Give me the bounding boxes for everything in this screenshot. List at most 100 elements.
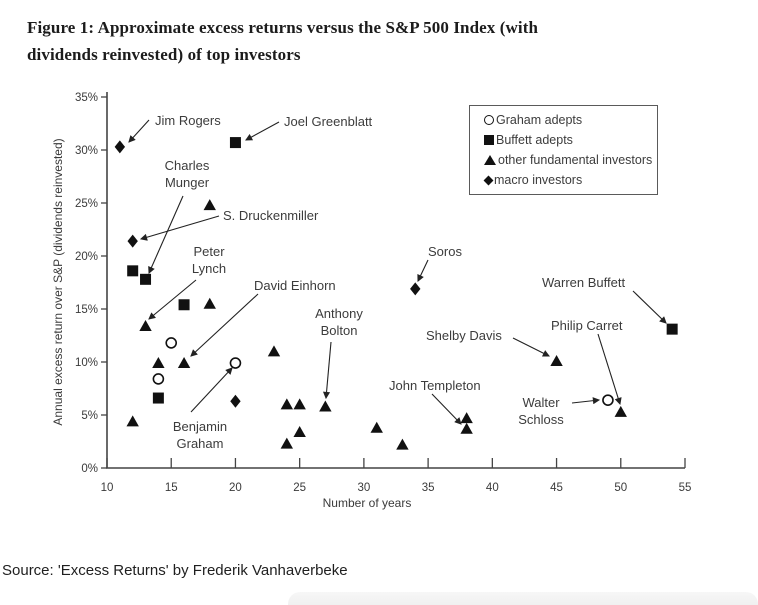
point-jim-rogers <box>114 140 126 154</box>
point-benjamin-graham <box>229 357 242 369</box>
filled-diamond-icon <box>483 175 494 185</box>
annotation-benjamin-graham: Benjamin Graham <box>173 367 233 451</box>
annotation-arrow <box>245 121 280 141</box>
annotation-label: Bolton <box>321 323 358 338</box>
annotation-anthony-bolton: Anthony Bolton <box>315 306 363 400</box>
annotation-philip-carret: Philip Carret <box>551 318 623 406</box>
point-graham-adepts <box>165 337 178 349</box>
annotation-arrow <box>512 337 550 357</box>
chart-legend: Graham adepts Buffett adepts other funda… <box>469 105 658 195</box>
series-other-fundamental-investors <box>126 199 627 450</box>
annotation-label: Warren Buffett <box>542 275 625 290</box>
annotation-label: S. Druckenmiller <box>223 208 319 223</box>
point-graham-adepts <box>152 373 165 385</box>
point-shelby-davis <box>550 354 563 366</box>
annotation-warren-buffett: Warren Buffett <box>542 275 667 324</box>
annotation-label: Peter <box>193 244 225 259</box>
annotation-arrow <box>322 341 332 400</box>
annotation-label: Anthony <box>315 306 363 321</box>
point-warren-buffett <box>666 323 678 335</box>
annotation-label: Walter <box>522 395 560 410</box>
x-tick-label: 30 <box>357 482 370 494</box>
x-tick-label: 45 <box>550 482 563 494</box>
legend-label: Buffett adepts <box>496 133 573 147</box>
annotation-arrow <box>190 293 259 357</box>
source-caption: Source: 'Excess Returns' by Frederik Van… <box>2 562 348 579</box>
point-other-fundamental-investors <box>370 421 383 433</box>
x-tick-label: 50 <box>614 482 627 494</box>
annotation-arrow <box>597 333 622 406</box>
annotation-label: Lynch <box>192 261 226 276</box>
y-tick-label: 25% <box>75 198 98 210</box>
point-joel-greenblatt <box>229 137 241 149</box>
annotation-label: Jim Rogers <box>155 113 221 128</box>
point-anthony-bolton <box>319 400 332 412</box>
point-buffett-adepts <box>127 265 139 277</box>
legend-label: other fundamental investors <box>498 153 653 167</box>
x-tick-label: 25 <box>293 482 306 494</box>
annotation-arrow <box>148 279 197 320</box>
y-tick-label: 15% <box>75 304 98 316</box>
figure-title-line2: dividends reinvested) of top investors <box>27 45 301 64</box>
annotation-label: Graham <box>177 436 224 451</box>
x-axis-title: Number of years <box>323 496 412 510</box>
annotation-arrow <box>148 195 184 274</box>
annotation-arrow <box>139 215 220 241</box>
point-other-fundamental-investors <box>126 415 139 427</box>
point-philip-carret <box>614 405 627 417</box>
legend-item-buffett-adepts: Buffett adepts <box>484 131 657 149</box>
point-other-fundamental-investors <box>293 425 306 437</box>
series-macro-investors <box>114 140 421 408</box>
x-tick-label: 10 <box>101 482 114 494</box>
bottom-panel-edge <box>288 592 758 605</box>
annotation-arrow <box>571 397 601 405</box>
point-david-einhorn <box>177 357 191 369</box>
filled-triangle-icon <box>484 155 496 165</box>
series-graham-adepts <box>152 337 614 406</box>
x-tick-label: 55 <box>679 482 692 494</box>
annotation-label: Benjamin <box>173 419 227 434</box>
x-tick-label: 15 <box>165 482 178 494</box>
annotation-label: Philip Carret <box>551 318 623 333</box>
point-peter-lynch <box>139 319 152 331</box>
annotation-label: Soros <box>428 244 462 259</box>
legend-label: Graham adepts <box>496 113 583 127</box>
point-other-fundamental-investors <box>267 345 281 357</box>
annotation-arrow <box>128 119 150 143</box>
annotation-arrow <box>417 259 429 282</box>
point-other-fundamental-investors <box>280 398 294 410</box>
point-other-fundamental-investors <box>280 437 294 449</box>
point-buffett-adepts <box>152 392 164 404</box>
y-axis-title: Annual excess return over S&P (dividends… <box>51 138 65 425</box>
annotation-label: David Einhorn <box>254 278 336 293</box>
annotation-jim-rogers: Jim Rogers <box>128 113 221 143</box>
x-tick-label: 20 <box>229 482 242 494</box>
legend-item-macro-investors: macro investors <box>483 171 657 189</box>
legend-item-other-fundamental: other fundamental investors <box>484 151 657 169</box>
filled-square-icon <box>484 135 494 145</box>
y-tick-label: 0% <box>81 463 98 475</box>
annotation-label: John Templeton <box>389 378 481 393</box>
annotation-label: Munger <box>165 175 210 190</box>
annotation-charles-munger: Charles Munger <box>148 158 210 274</box>
point-walter-schloss <box>602 394 614 406</box>
point-other-fundamental-investors <box>152 357 165 369</box>
annotation-shelby-davis: Shelby Davis <box>426 328 550 357</box>
point-soros <box>410 282 421 296</box>
annotation-arrow <box>431 393 462 425</box>
annotation-label: Shelby Davis <box>426 328 502 343</box>
point-other-fundamental-investors <box>460 412 473 424</box>
annotation-arrow <box>632 290 667 324</box>
figure-title-line1: Figure 1: Approximate excess returns ver… <box>27 18 539 37</box>
annotation-label: Joel Greenblatt <box>284 114 373 129</box>
point-other-fundamental-investors <box>203 199 216 211</box>
point-john-templeton <box>460 422 473 434</box>
annotation-label: Schloss <box>518 412 564 427</box>
annotation-label: Charles <box>165 158 210 173</box>
y-tick-label: 30% <box>75 145 98 157</box>
y-tick-label: 20% <box>75 251 98 263</box>
annotation-walter-schloss: Walter Schloss <box>518 395 601 427</box>
annotation-soros: Soros <box>417 244 462 282</box>
open-circle-icon <box>484 115 494 125</box>
